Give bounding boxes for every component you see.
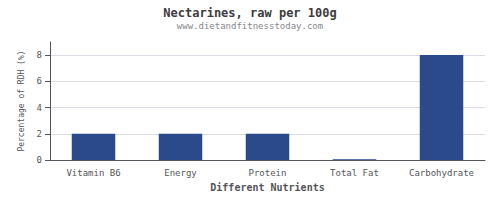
svg-text:Carbohydrate: Carbohydrate	[409, 168, 474, 178]
svg-text:Total Fat: Total Fat	[330, 168, 379, 178]
svg-text:Percentage of RDH (%): Percentage of RDH (%)	[17, 50, 26, 151]
svg-text:6: 6	[37, 76, 42, 86]
svg-text:Vitamin B6: Vitamin B6	[66, 168, 120, 178]
svg-text:www.dietandfitnesstoday.com: www.dietandfitnesstoday.com	[177, 21, 323, 31]
svg-text:8: 8	[37, 50, 42, 60]
svg-text:4: 4	[37, 103, 42, 113]
svg-text:Energy: Energy	[164, 168, 197, 178]
svg-text:0: 0	[37, 155, 42, 165]
svg-text:Nectarines, raw per 100g: Nectarines, raw per 100g	[163, 6, 336, 20]
svg-text:Different Nutrients: Different Nutrients	[210, 182, 324, 193]
svg-text:2: 2	[37, 129, 42, 139]
svg-text:Protein: Protein	[249, 168, 287, 178]
